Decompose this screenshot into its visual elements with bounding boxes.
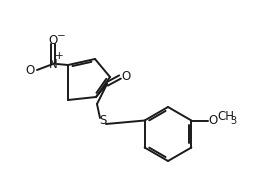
Text: O: O <box>121 70 131 84</box>
Text: O: O <box>48 35 58 47</box>
Text: 3: 3 <box>230 115 236 125</box>
Text: +: + <box>55 51 63 61</box>
Text: O: O <box>209 114 218 127</box>
Text: S: S <box>99 115 107 128</box>
Text: O: O <box>25 64 35 77</box>
Text: N: N <box>49 57 57 70</box>
Text: −: − <box>57 31 65 41</box>
Text: CH: CH <box>217 110 234 123</box>
